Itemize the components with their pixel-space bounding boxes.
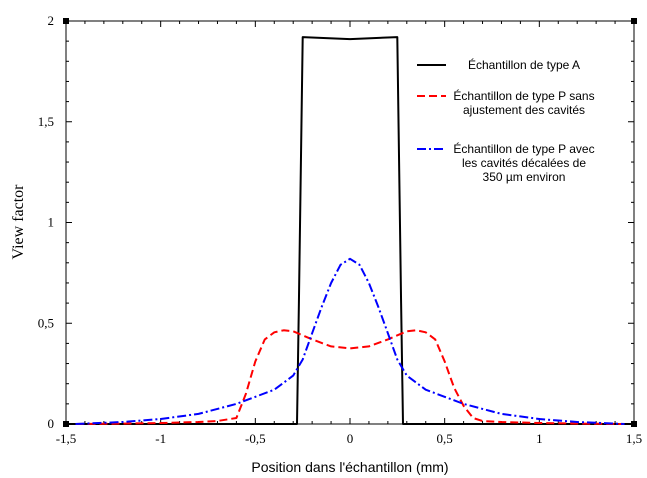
legend-label-3: Échantillon de type P avec bbox=[453, 141, 594, 156]
x-tick-label: 0 bbox=[347, 431, 354, 446]
y-tick-label: 0 bbox=[48, 416, 55, 431]
x-tick-label: 1,5 bbox=[626, 431, 642, 446]
series-line-2 bbox=[75, 329, 625, 425]
corner-marker bbox=[631, 421, 637, 427]
x-tick-label: 1 bbox=[536, 431, 543, 446]
legend: Échantillon de type A Échantillon de type… bbox=[417, 57, 595, 184]
y-tick-label: 2 bbox=[48, 13, 55, 28]
y-axis-ticks: 0 0,5 1 1,5 2 bbox=[38, 13, 634, 431]
plot-frame bbox=[65, 20, 635, 425]
corner-marker bbox=[63, 421, 69, 427]
legend-label-2: Échantillon de type P sans bbox=[453, 88, 594, 103]
y-tick-label: 0,5 bbox=[38, 315, 54, 330]
x-tick-label: 0,5 bbox=[437, 431, 453, 446]
corner-markers bbox=[63, 18, 637, 427]
x-tick-label: -1,5 bbox=[56, 431, 77, 446]
y-tick-label: 1,5 bbox=[38, 114, 54, 129]
series-line-1 bbox=[66, 36, 634, 425]
corner-marker bbox=[63, 18, 69, 24]
y-tick-label: 1 bbox=[48, 215, 55, 230]
x-tick-label: -0,5 bbox=[245, 431, 266, 446]
legend-label-1: Échantillon de type A bbox=[468, 57, 580, 72]
corner-marker bbox=[631, 18, 637, 24]
legend-label-3: les cavités décalées de bbox=[462, 156, 586, 170]
series-layer bbox=[66, 36, 634, 425]
y-axis-title: View factor bbox=[10, 184, 27, 260]
series-line-3 bbox=[75, 257, 625, 425]
x-axis-ticks: -1,5 -1 -0,5 0 0,5 1 1,5 bbox=[56, 21, 642, 446]
legend-label-2: ajustement des cavités bbox=[463, 103, 585, 117]
legend-label-3: 350 µm environ bbox=[483, 170, 566, 184]
x-tick-label: -1 bbox=[155, 431, 166, 446]
x-axis-title: Position dans l'échantillon (mm) bbox=[251, 459, 448, 475]
